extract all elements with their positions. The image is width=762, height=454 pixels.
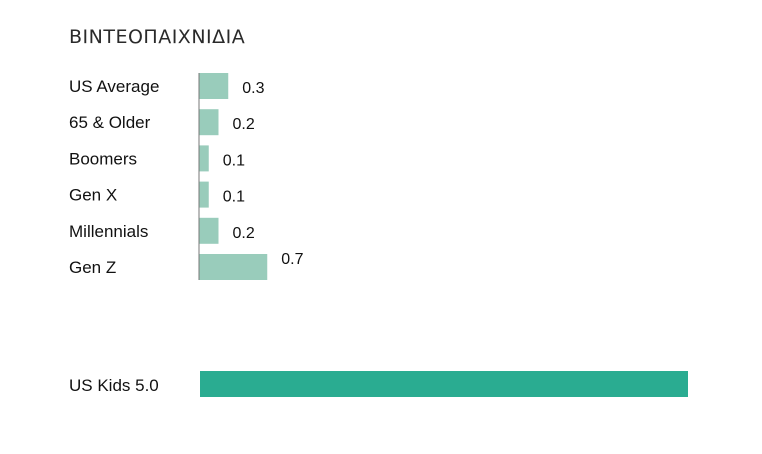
category-label: Gen X [69, 186, 117, 205]
kids-layer: US Kids 5.0 [69, 371, 688, 397]
value-label: 0.7 [281, 251, 303, 268]
bar-3 [199, 181, 209, 208]
value-label: 0.2 [233, 225, 255, 242]
value-label: 0.3 [242, 80, 264, 97]
bar-4 [199, 217, 219, 244]
chart-title: ΒΙΝΤΕΟΠΑΙΧΝΙΔΙΑ [69, 26, 246, 48]
bar-1 [199, 109, 219, 136]
category-label: Boomers [69, 149, 137, 168]
bar-5 [199, 254, 268, 280]
kids-bar [200, 371, 688, 397]
category-label: 65 & Older [69, 113, 151, 132]
value-label: 0.1 [223, 189, 245, 206]
labels-layer: US Average 0.3 65 & Older 0.2 Boomers 0.1 Gen … [69, 77, 304, 277]
value-label: 0.2 [233, 116, 255, 133]
bar-0 [199, 73, 229, 99]
value-label: 0.1 [223, 152, 245, 169]
bars-layer [199, 73, 268, 280]
category-label: US Average [69, 77, 159, 96]
kids-label: US Kids 5.0 [69, 376, 159, 395]
bar-2 [199, 145, 209, 172]
category-label: Gen Z [69, 258, 116, 277]
category-label: Millennials [69, 222, 148, 241]
